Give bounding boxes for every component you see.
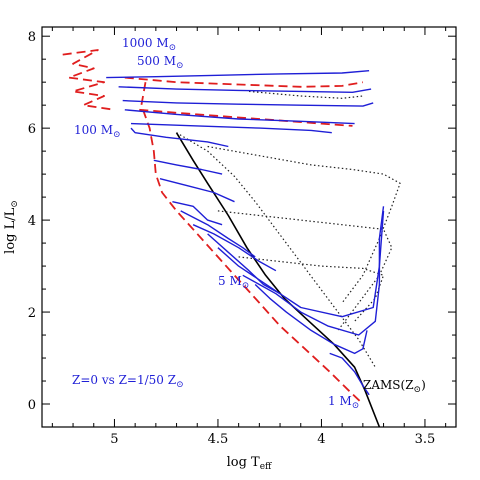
- track-solid-blue-11: [118, 86, 372, 94]
- track-solid-blue-20: [192, 224, 277, 272]
- x-tick-label: 4: [317, 432, 325, 447]
- track-dashed-red-4: [139, 108, 353, 127]
- x-axis-label: log Teff: [227, 455, 272, 472]
- y-ticks: 0 2 4 6 8: [28, 30, 456, 428]
- track-solid-blue-23: [242, 206, 385, 336]
- y-tick-label: 6: [28, 122, 36, 137]
- track-dotted-black-8: [238, 256, 385, 322]
- track-solid-blue-19: [180, 210, 256, 258]
- legend-text: Z=0 vs Z=1/50 Z⊙: [72, 373, 184, 390]
- y-tick-label: 2: [28, 306, 36, 321]
- label-1000-msun: 1000 M⊙: [122, 36, 176, 53]
- label-zams-solar: ZAMS(Z⊙): [363, 378, 426, 395]
- plot-frame: [41, 26, 457, 428]
- track-solid-blue-21: [207, 233, 281, 295]
- track-dotted-black-7: [217, 210, 393, 331]
- track-dashed-red-1: [140, 82, 364, 405]
- label-1-msun: 1 M⊙: [328, 394, 359, 411]
- track-dotted-black-5: [176, 132, 376, 368]
- track-solid-blue-17: [159, 178, 235, 203]
- y-tick-label: 0: [28, 398, 36, 413]
- track-solid-blue-16: [153, 159, 223, 175]
- x-tick-label: 3.5: [415, 432, 436, 447]
- track-solid-black-0: [175, 132, 381, 428]
- label-100-msun: 100 M⊙: [74, 123, 121, 140]
- plot-area: [62, 49, 401, 428]
- track-solid-blue-22: [217, 210, 385, 318]
- track-dotted-black-9: [248, 90, 363, 99]
- track-solid-blue-13: [124, 109, 355, 125]
- track-solid-blue-15: [130, 127, 229, 148]
- track-solid-blue-14: [130, 122, 332, 134]
- track-dashed-red-3: [124, 76, 364, 88]
- x-tick-label: 5: [110, 432, 118, 447]
- track-solid-blue-18: [172, 201, 223, 226]
- track-solid-blue-10: [106, 70, 370, 79]
- y-axis-label: log L/L⊙: [3, 200, 20, 254]
- label-5-msun: 5 M⊙: [218, 274, 249, 291]
- track-solid-blue-12: [122, 99, 374, 107]
- label-500-msun: 500 M⊙: [137, 54, 184, 71]
- y-tick-label: 8: [28, 30, 36, 45]
- track-solid-blue-24: [254, 283, 368, 355]
- x-ticks: 5 4.5 4 3.5: [51, 27, 447, 447]
- y-tick-label: 4: [28, 214, 36, 229]
- track-solid-blue-25: [329, 352, 370, 396]
- track-dotted-black-6: [207, 145, 401, 304]
- x-tick-label: 4.5: [208, 432, 229, 447]
- track-dashed-red-2: [62, 49, 115, 111]
